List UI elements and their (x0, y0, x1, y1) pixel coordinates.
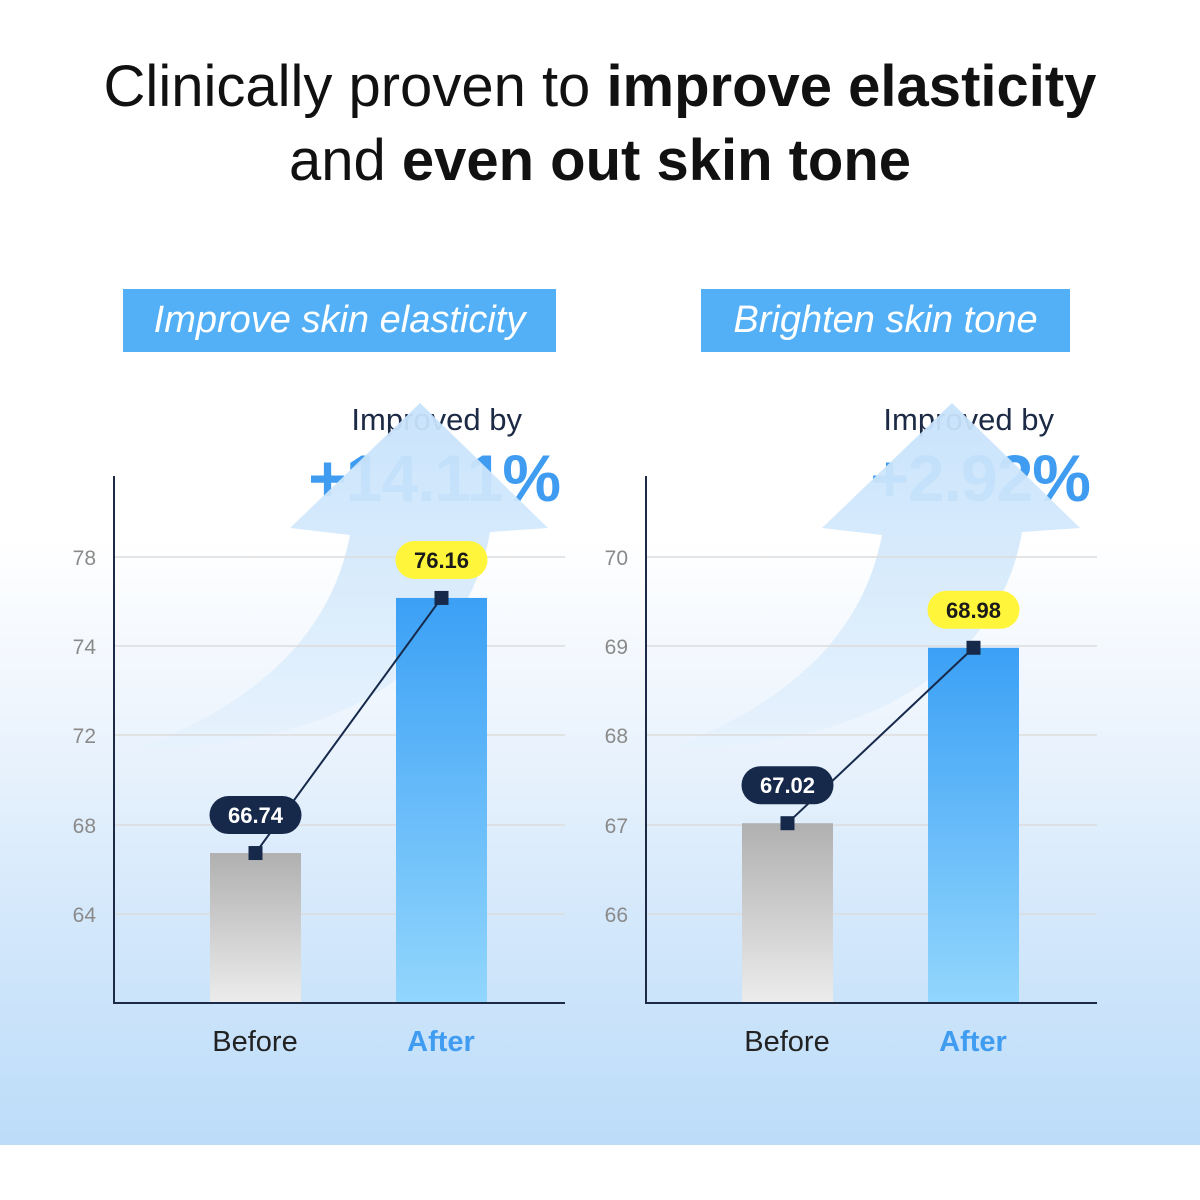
elasticity-banner: Improve skin elasticity (123, 289, 556, 352)
before-value-label: 66.74 (228, 803, 284, 828)
category-label-after: After (939, 1026, 1007, 1058)
after-value-label: 68.98 (946, 598, 1001, 623)
headline-line2-bold: even out skin tone (401, 128, 912, 193)
headline-line1-bold: improve elasticity (606, 54, 1097, 119)
headline-line-2: and even out skin tone (0, 124, 1200, 198)
headline-line1-regular: Clinically proven to (103, 54, 607, 119)
y-tick-label: 64 (73, 904, 97, 927)
y-tick-label: 66 (605, 904, 628, 927)
before-marker (780, 816, 795, 831)
before-value-pill (741, 766, 834, 805)
before-marker (248, 846, 263, 861)
category-label-before: Before (212, 1026, 297, 1058)
after-marker (966, 640, 981, 655)
category-label-after: After (407, 1026, 475, 1058)
y-tick-label: 67 (605, 815, 628, 838)
y-tick-label: 72 (73, 725, 96, 748)
curved-arrow-icon (140, 403, 548, 748)
y-tick-label: 78 (73, 547, 96, 570)
y-tick-label: 68 (73, 815, 96, 838)
y-tick-label: 68 (605, 725, 628, 748)
skin-tone-banner: Brighten skin tone (701, 289, 1070, 352)
y-tick-label: 74 (73, 636, 97, 659)
curved-arrow-icon (672, 403, 1080, 748)
headline-line2-regular: and (288, 128, 402, 193)
y-tick-label: 69 (605, 636, 628, 659)
y-tick-label: 70 (605, 547, 628, 570)
before-bar (210, 853, 301, 1003)
page-headline: Clinically proven to improve elasticity … (0, 50, 1200, 198)
after-marker (434, 590, 449, 605)
before-value-pill (209, 796, 302, 835)
after-value-pill (927, 590, 1020, 629)
after-bar (396, 597, 487, 1003)
category-label-before: Before (744, 1026, 829, 1058)
after-bar (928, 647, 1019, 1003)
after-value-label: 76.16 (414, 548, 469, 573)
headline-line-1: Clinically proven to improve elasticity (0, 50, 1200, 124)
before-value-label: 67.02 (760, 773, 815, 798)
after-value-pill (395, 540, 488, 579)
before-bar (742, 823, 833, 1003)
